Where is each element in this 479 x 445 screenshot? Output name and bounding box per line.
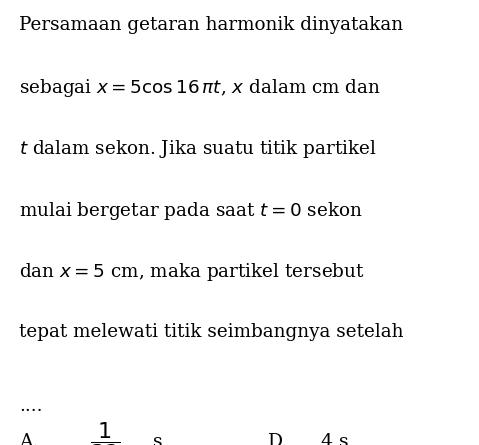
Text: dan $x=5$ cm, maka partikel tersebut: dan $x=5$ cm, maka partikel tersebut — [19, 261, 365, 283]
Text: 4 s: 4 s — [321, 433, 349, 445]
Text: $\dfrac{1}{32}$: $\dfrac{1}{32}$ — [90, 421, 121, 445]
Text: sebagai $x=5\cos 16\,\pi t$, $x$ dalam cm dan: sebagai $x=5\cos 16\,\pi t$, $x$ dalam c… — [19, 77, 381, 99]
Text: $t$ dalam sekon. Jika suatu titik partikel: $t$ dalam sekon. Jika suatu titik partik… — [19, 138, 377, 160]
Text: s: s — [153, 433, 163, 445]
Text: Persamaan getaran harmonik dinyatakan: Persamaan getaran harmonik dinyatakan — [19, 16, 403, 33]
Text: ....: .... — [19, 397, 43, 415]
Text: mulai bergetar pada saat $t=0$ sekon: mulai bergetar pada saat $t=0$ sekon — [19, 200, 363, 222]
Text: D.: D. — [268, 433, 289, 445]
Text: tepat melewati titik seimbangnya setelah: tepat melewati titik seimbangnya setelah — [19, 323, 404, 340]
Text: A.: A. — [19, 433, 38, 445]
